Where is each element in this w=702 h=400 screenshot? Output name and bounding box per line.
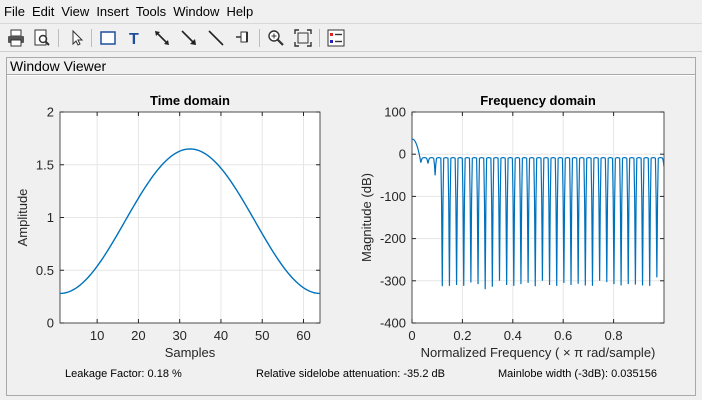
x-tick-label: 10	[90, 328, 104, 343]
fit-icon[interactable]	[292, 27, 314, 49]
legend-icon[interactable]	[325, 27, 347, 49]
x-tick-label: 50	[255, 328, 269, 343]
y-tick-label: -200	[380, 231, 406, 246]
x-axis-label: Normalized Frequency ( × π rad/sample)	[421, 345, 656, 360]
menu-file[interactable]: File	[4, 3, 25, 19]
print-preview-icon[interactable]	[31, 27, 53, 49]
x-tick-label: 0.6	[554, 328, 572, 343]
double-arrow-icon[interactable]	[151, 27, 173, 49]
toolbar: T	[0, 23, 702, 52]
y-tick-label: -400	[380, 316, 406, 331]
x-tick-label: 40	[214, 328, 228, 343]
y-axis-label: Amplitude	[15, 189, 30, 247]
toolbar-separator	[259, 29, 260, 47]
plot-area: 10 20 30 40 50 60 0 0.5 1 1.5 2 Time domain Samples A…	[7, 76, 695, 395]
y-tick-label: 0.5	[36, 263, 54, 278]
text-icon[interactable]: T	[124, 27, 146, 49]
y-tick-label: -100	[380, 189, 406, 204]
frequency-domain-chart: 0 0.2 0.4 0.6 0.8 -400 -300 -200 -100 0 100 Frequen…	[359, 93, 665, 360]
panel-title: Window Viewer	[7, 58, 695, 75]
y-tick-label: 0	[47, 316, 54, 331]
rectangle-icon[interactable]	[97, 27, 119, 49]
pointer-icon[interactable]	[66, 27, 88, 49]
chart-title: Time domain	[150, 93, 230, 108]
toolbar-separator	[58, 29, 59, 47]
mainlobe-width-text: Mainlobe width (-3dB): 0.035156	[498, 368, 657, 380]
x-tick-label: 20	[131, 328, 145, 343]
menu-bar: File Edit View Insert Tools Window Help	[0, 0, 702, 22]
toolbar-separator	[319, 29, 320, 47]
pin-icon[interactable]	[232, 27, 254, 49]
y-tick-label: 1	[47, 210, 54, 225]
chart-title: Frequency domain	[480, 93, 596, 108]
x-tick-label: 0.2	[453, 328, 471, 343]
zoom-in-icon[interactable]	[265, 27, 287, 49]
menu-help[interactable]: Help	[226, 3, 254, 19]
menu-edit[interactable]: Edit	[31, 3, 55, 19]
arrow-icon[interactable]	[178, 27, 200, 49]
y-tick-label: -300	[380, 273, 406, 288]
y-tick-label: 2	[47, 105, 54, 120]
series-line	[59, 148, 321, 295]
x-tick-label: 30	[172, 328, 186, 343]
y-tick-label: 100	[384, 105, 406, 120]
menu-insert[interactable]: Insert	[96, 3, 129, 19]
y-tick-label: 0	[399, 147, 406, 162]
line-icon[interactable]	[205, 27, 227, 49]
y-axis-label: Magnitude (dB)	[359, 173, 374, 262]
menu-tools[interactable]: Tools	[135, 3, 167, 19]
x-axis-label: Samples	[165, 345, 216, 360]
menu-window[interactable]: Window	[173, 3, 220, 19]
x-tick-label: 0	[408, 328, 415, 343]
time-domain-chart: 10 20 30 40 50 60 0 0.5 1 1.5 2 Time domain Samples A…	[15, 93, 321, 360]
window-viewer-panel: Window Viewer 10 20 30 40 50 60 0 0.5 1 1.5 2 Time …	[6, 57, 696, 396]
x-tick-label: 60	[296, 328, 310, 343]
sidelobe-attenuation-text: Relative sidelobe attenuation: -35.2 dB	[256, 368, 445, 380]
leakage-factor-text: Leakage Factor: 0.18 %	[65, 368, 182, 380]
print-icon[interactable]	[5, 27, 27, 49]
toolbar-separator	[91, 29, 92, 47]
svg-text:T: T	[129, 31, 139, 47]
menu-view[interactable]: View	[61, 3, 90, 19]
x-tick-label: 0.4	[504, 328, 522, 343]
x-tick-label: 0.8	[605, 328, 623, 343]
axes-frame	[411, 111, 665, 324]
y-tick-label: 1.5	[36, 157, 54, 172]
